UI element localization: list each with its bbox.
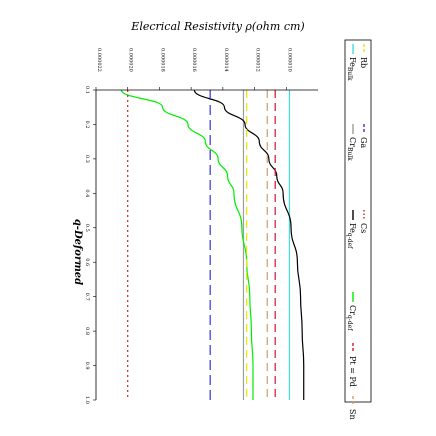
x-tick-label: 0.7: [84, 293, 90, 301]
y-tick-label: 0.000014: [223, 48, 229, 72]
y-tick-label: 0.000020: [128, 48, 134, 72]
plot-area: [120, 89, 305, 400]
y-tick-label: 0.000018: [159, 48, 165, 72]
legend-label-0: FeBulk: [346, 57, 357, 81]
x-tick-label: 1.0: [84, 396, 90, 404]
legend-box: [344, 39, 372, 403]
y-tick-label: 0.000022: [96, 48, 102, 72]
series-line-2: [193, 89, 305, 400]
x-tick-label: 0.9: [84, 362, 90, 370]
series-line-3: [120, 89, 254, 400]
x-tick-label: 0.5: [84, 224, 90, 232]
y-tick-label: 0.000012: [255, 48, 261, 72]
x-tick-label: 0.2: [84, 120, 90, 128]
legend-label-7: Ga: [359, 137, 368, 148]
x-axis-label: q-Deformed: [72, 219, 83, 285]
x-tick-label: 0.8: [84, 327, 90, 335]
x-tick-label: 0.4: [84, 189, 90, 197]
x-tick-label: 0.3: [84, 155, 90, 163]
legend-label-6: Rb: [359, 57, 368, 68]
legend-label-3: Crq-def: [346, 305, 357, 331]
x-tick-label: 0.1: [84, 86, 90, 94]
x-tick-label: 0.6: [84, 258, 90, 266]
chart-title: Elecrical Resistivity ρ(ohm cm): [130, 20, 304, 33]
axes: 0.1 0.2 0.3 0.4 0.5 0.6 0.7 0.8 0.9 1.0 0.000010 0.…: [84, 48, 318, 404]
legend: FeBulk CrBulk Feq-def Crq-def Pt = Pd Sn Rb Ga C…: [344, 39, 372, 420]
y-tick-label: 0.000016: [191, 48, 197, 72]
y-tick-label: 0.000010: [286, 48, 292, 72]
legend-label-2: Feq-def: [346, 223, 357, 249]
legend-label-5: Sn: [348, 409, 357, 420]
legend-label-1: CrBulk: [346, 137, 357, 161]
legend-label-4: Pt = Pd: [348, 356, 357, 387]
legend-label-8: Cs: [359, 223, 368, 233]
